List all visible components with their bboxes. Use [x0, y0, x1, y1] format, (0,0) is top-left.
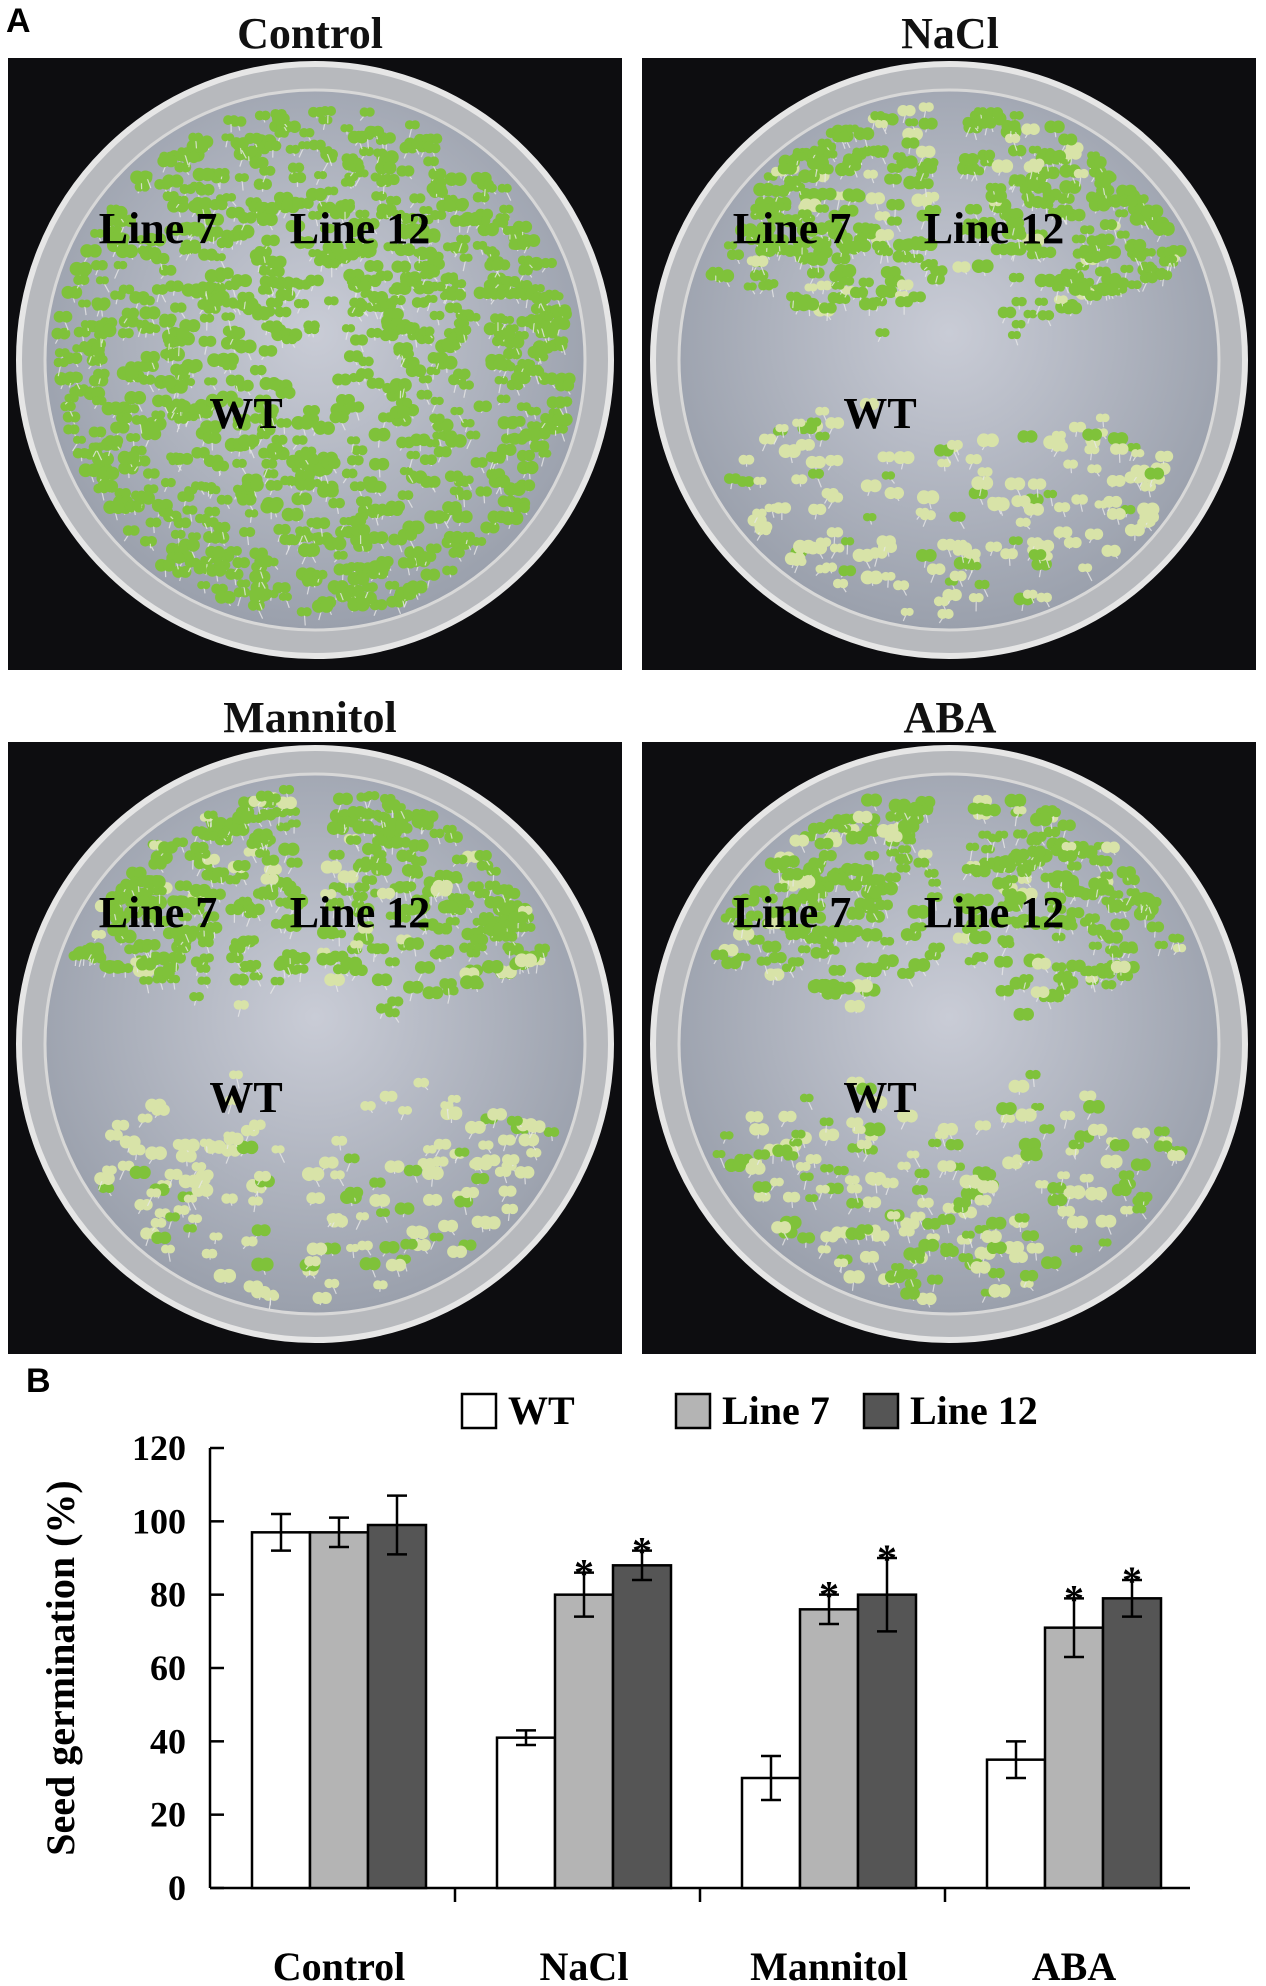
plate-label-line-12: Line 12: [290, 888, 431, 937]
seedlings: [68, 784, 560, 1310]
error-bar: [877, 1556, 897, 1633]
error-bar: [329, 1516, 349, 1549]
plate-label-line-7: Line 7: [733, 204, 852, 253]
bar-wt: [495, 1736, 557, 1890]
legend-label: Line 7: [722, 1388, 830, 1433]
seedlings: [710, 793, 1188, 1308]
germination-bar-chart: 0 20 40 60 80 100 120 Seed germination (%) Contr…: [38, 1388, 1190, 1986]
y-tick-label: 20: [150, 1795, 186, 1835]
error-bar: [387, 1494, 407, 1556]
y-tick-label: 60: [150, 1648, 186, 1688]
bar-line-12: [856, 1593, 918, 1890]
seedlings: [51, 106, 576, 626]
plate-photo-mannitol: Line 7 Line 12 WT: [8, 742, 622, 1354]
legend-swatch: [460, 1392, 498, 1430]
plate-label-wt: WT: [209, 389, 282, 438]
bar-line-7: [308, 1531, 370, 1890]
plate-label-wt: WT: [843, 1073, 916, 1122]
category-label: Control: [273, 1944, 406, 1986]
panel-a-letter: A: [6, 2, 31, 40]
error-bar: [632, 1549, 652, 1582]
bar-line-12: [1101, 1597, 1163, 1890]
plate-label-line-12: Line 12: [924, 204, 1065, 253]
error-bar: [516, 1729, 536, 1747]
plate-photo-control: Line 7 Line 12 WT: [8, 58, 622, 670]
y-tick-label: 0: [168, 1868, 186, 1908]
panel-b-letter: B: [26, 1362, 51, 1400]
seedlings: [705, 102, 1187, 624]
significance-star: *: [819, 1573, 839, 1618]
plate-label-wt: WT: [209, 1073, 282, 1122]
plate-title-nacl: NaCl: [901, 9, 999, 58]
error-bar: [761, 1754, 781, 1802]
error-bar: [574, 1571, 594, 1618]
y-tick-label: 40: [150, 1721, 186, 1761]
significance-star: *: [877, 1536, 897, 1581]
plate-title-control: Control: [237, 9, 383, 58]
agar-medium: [43, 772, 587, 1316]
plate-photo-aba: Line 7 Line 12 WT: [642, 742, 1256, 1354]
plate-title-mannitol: Mannitol: [223, 693, 397, 742]
petri-dish-svg: Line 7 Line 12 WT: [16, 61, 614, 659]
petri-dish-svg: Line 7 Line 12 WT: [16, 745, 614, 1343]
plate-label-line-7: Line 7: [733, 888, 852, 937]
bar-line-12: [366, 1523, 428, 1890]
y-tick-label: 80: [150, 1575, 186, 1615]
legend-label: WT: [508, 1388, 575, 1433]
legend-swatch: [674, 1392, 712, 1430]
bar-line-7: [798, 1608, 860, 1890]
legend-swatch: [862, 1392, 900, 1430]
bar-line-7: [1043, 1626, 1105, 1890]
error-bar: [1064, 1597, 1084, 1659]
bar-line-7: [553, 1593, 615, 1890]
plate-label-line-12: Line 12: [290, 204, 431, 253]
plate-label-line-7: Line 7: [99, 888, 218, 937]
error-bar: [1006, 1740, 1026, 1780]
category-label: NaCl: [540, 1944, 629, 1986]
plate-label-wt: WT: [843, 389, 916, 438]
error-bar: [271, 1512, 291, 1552]
petri-dish-svg: Line 7 Line 12 WT: [650, 745, 1248, 1343]
bar-line-12: [611, 1564, 673, 1890]
plate-title-aba: ABA: [903, 693, 997, 742]
y-tick-label: 100: [132, 1501, 186, 1541]
bar-wt: [985, 1758, 1047, 1890]
legend-label: Line 12: [910, 1388, 1038, 1433]
significance-star: *: [1122, 1558, 1142, 1603]
category-label: ABA: [1032, 1944, 1117, 1986]
y-tick-label: 120: [132, 1428, 186, 1468]
plate-photo-nacl: Line 7 Line 12 WT: [642, 58, 1256, 670]
significance-star: *: [1064, 1576, 1084, 1621]
significance-star: *: [574, 1551, 594, 1596]
error-bar: [819, 1593, 839, 1626]
plate-label-line-7: Line 7: [99, 204, 218, 253]
y-axis-label: Seed germination (%): [38, 1480, 83, 1856]
plate-label-line-12: Line 12: [924, 888, 1065, 937]
bar-wt: [250, 1531, 312, 1890]
error-bar: [1122, 1578, 1142, 1618]
significance-star: *: [632, 1529, 652, 1574]
category-label: Mannitol: [750, 1944, 908, 1986]
petri-dish-svg: Line 7 Line 12 WT: [650, 61, 1248, 659]
